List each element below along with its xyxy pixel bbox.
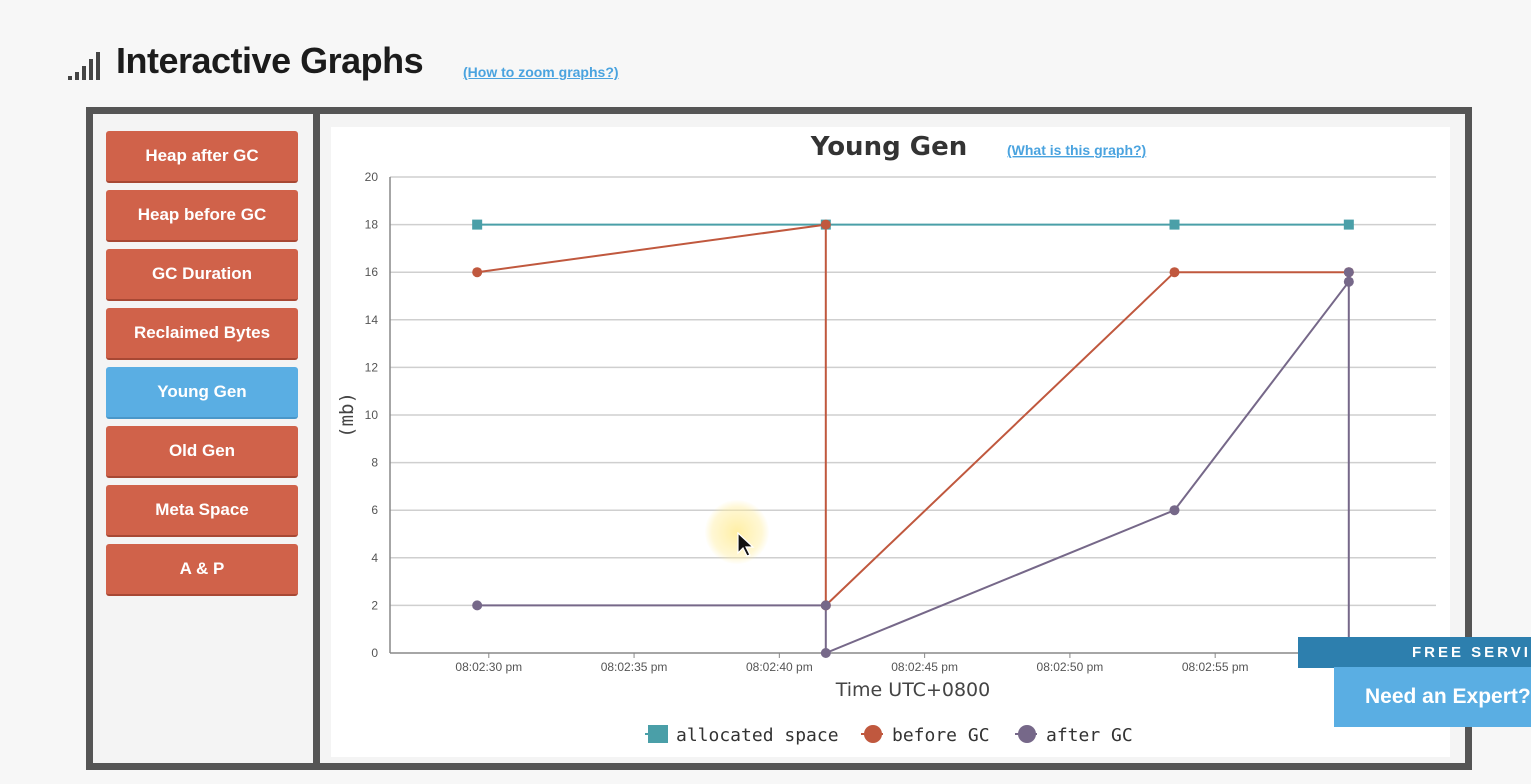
legend-marker-after-gc <box>1018 725 1036 743</box>
need-expert-button[interactable]: Need an Expert? <box>1334 667 1531 727</box>
data-point-before-gc <box>472 267 483 278</box>
nav-reclaimed-bytes[interactable]: Reclaimed Bytes <box>106 308 298 360</box>
data-point-allocated-space <box>472 219 483 230</box>
y-tick-label: 4 <box>371 551 378 565</box>
x-tick-label: 08:02:45 pm <box>891 660 958 674</box>
legend-label-allocated-space: allocated space <box>676 725 839 746</box>
chart-legend: allocated space before GC after GC <box>645 725 1133 746</box>
data-point-after-gc <box>1343 267 1354 278</box>
legend-label-after-gc: after GC <box>1046 725 1133 746</box>
y-tick-label: 20 <box>365 170 379 184</box>
x-tick-label: 08:02:35 pm <box>601 660 668 674</box>
x-tick-label: 08:02:50 pm <box>1037 660 1104 674</box>
legend-marker-allocated-space <box>648 725 668 743</box>
y-tick-label: 18 <box>365 218 379 232</box>
y-tick-label: 6 <box>371 503 378 517</box>
y-tick-label: 16 <box>365 265 379 279</box>
data-point-after-gc <box>820 600 831 611</box>
data-point-after-gc <box>820 648 831 658</box>
chart-panel: 0 2 4 6 8 10 12 14 16 18 20 08:02:30 pm 08:02:35 pm… <box>331 127 1450 757</box>
signal-bars-icon <box>66 50 108 80</box>
x-tick-label: 08:02:55 pm <box>1182 660 1249 674</box>
graph-sidebar: Heap after GC Heap before GC GC Duration… <box>93 114 320 763</box>
y-tick-label: 12 <box>365 360 379 374</box>
y-axis-label: (mb) <box>336 392 358 438</box>
nav-young-gen[interactable]: Young Gen <box>106 367 298 419</box>
y-tick-label: 8 <box>371 456 378 470</box>
y-tick-label: 10 <box>365 408 379 422</box>
legend-label-before-gc: before GC <box>892 725 990 746</box>
nav-a-and-p[interactable]: A & P <box>106 544 298 596</box>
how-to-zoom-link[interactable]: (How to zoom graphs?) <box>463 64 619 80</box>
data-point-allocated-space <box>1169 219 1180 230</box>
nav-heap-before-gc[interactable]: Heap before GC <box>106 190 298 242</box>
data-point-allocated-space <box>1343 219 1354 230</box>
data-point-before-gc <box>1169 267 1180 278</box>
young-gen-chart[interactable]: 0 2 4 6 8 10 12 14 16 18 20 08:02:30 pm 08:02:35 pm… <box>331 127 1450 757</box>
nav-old-gen[interactable]: Old Gen <box>106 426 298 478</box>
free-service-banner[interactable]: FREE SERVICE <box>1298 637 1531 668</box>
mouse-cursor-icon <box>737 532 755 557</box>
nav-gc-duration[interactable]: GC Duration <box>106 249 298 301</box>
nav-meta-space[interactable]: Meta Space <box>106 485 298 537</box>
graphs-frame: Heap after GC Heap before GC GC Duration… <box>86 107 1472 770</box>
x-tick-label: 08:02:40 pm <box>746 660 813 674</box>
x-axis-label: Time UTC+0800 <box>835 679 990 701</box>
data-point-after-gc <box>1343 276 1354 287</box>
y-tick-label: 2 <box>371 598 378 612</box>
y-tick-label: 0 <box>371 646 378 660</box>
chart-title: Young Gen <box>810 132 967 162</box>
what-is-this-graph-link[interactable]: (What is this graph?) <box>1007 142 1146 158</box>
legend-marker-before-gc <box>864 725 882 743</box>
nav-heap-after-gc[interactable]: Heap after GC <box>106 131 298 183</box>
data-point-after-gc <box>472 600 483 611</box>
page-title: Interactive Graphs <box>116 40 424 81</box>
data-point-before-gc <box>820 219 831 230</box>
x-tick-label: 08:02:30 pm <box>455 660 522 674</box>
y-tick-label: 14 <box>365 313 379 327</box>
cursor-highlight <box>705 500 769 564</box>
data-point-after-gc <box>1169 505 1180 516</box>
